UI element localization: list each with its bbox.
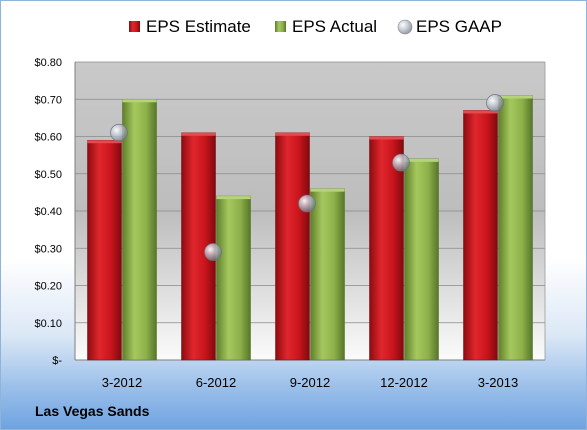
x-tick-label: 12-2012 — [380, 375, 428, 390]
eps-actual-bar-cap — [404, 158, 439, 162]
y-axis-ticks: $- $0.10 $0.20 $0.30 $0.40 $0.50 $0.60 $0.70 $0.… — [34, 57, 62, 367]
eps-actual-bar — [404, 158, 439, 361]
eps-actual-bar-cap — [310, 188, 345, 192]
legend-label-eps-actual: EPS Actual — [292, 17, 377, 36]
legend-label-eps-gaap: EPS GAAP — [416, 17, 502, 36]
x-tick-label: 3-2013 — [478, 375, 518, 390]
y-tick-label: $0.40 — [34, 206, 62, 218]
x-tick-label: 3-2012 — [102, 375, 142, 390]
eps-actual-bar-cap — [216, 196, 251, 200]
legend-swatch-eps-actual — [275, 21, 286, 32]
eps-estimate-bar-cap — [463, 110, 498, 114]
eps-estimate-bar — [87, 139, 122, 361]
eps-estimate-bar — [275, 132, 310, 361]
legend-label-eps-estimate: EPS Estimate — [146, 17, 251, 36]
y-tick-label: $0.30 — [34, 243, 62, 255]
eps-gaap-marker — [110, 123, 128, 142]
eps-estimate-bar — [369, 136, 404, 361]
y-tick-label: $0.80 — [34, 57, 62, 69]
eps-gaap-marker — [204, 243, 222, 261]
eps-estimate-bar-cap — [181, 132, 216, 136]
legend-item-eps-actual: EPS Actual — [275, 17, 377, 36]
legend: EPS Estimate EPS Actual EPS GAAP — [129, 17, 502, 36]
eps-estimate-bar-cap — [275, 132, 310, 136]
y-tick-label: $0.60 — [34, 132, 62, 144]
x-tick-label: 6-2012 — [196, 375, 236, 390]
legend-item-eps-gaap: EPS GAAP — [397, 17, 502, 36]
x-axis-ticks: 3-2012 6-2012 9-2012 12-2012 3-2013 — [102, 375, 518, 390]
legend-swatch-eps-estimate — [129, 21, 140, 32]
company-label: Las Vegas Sands — [35, 403, 150, 419]
eps-gaap-marker — [486, 94, 504, 112]
eps-gaap-marker — [298, 194, 316, 213]
eps-gaap-marker — [392, 153, 410, 172]
y-tick-label: $0.10 — [34, 318, 62, 330]
y-tick-label: $- — [52, 355, 62, 367]
y-tick-label: $0.70 — [34, 94, 62, 106]
eps-actual-bar-cap — [498, 95, 533, 99]
eps-actual-bar — [122, 99, 157, 361]
legend-item-eps-estimate: EPS Estimate — [129, 17, 251, 36]
legend-swatch-eps-gaap — [397, 19, 413, 35]
gaap-markers — [110, 94, 504, 261]
eps-estimate-bar-cap — [369, 136, 404, 140]
y-tick-label: $0.20 — [34, 281, 62, 293]
x-tick-label: 9-2012 — [290, 375, 330, 390]
eps-actual-bar-cap — [122, 99, 157, 103]
bars — [87, 95, 533, 361]
eps-estimate-bar — [463, 110, 498, 361]
eps-actual-bar — [310, 188, 345, 361]
y-tick-label: $0.50 — [34, 169, 62, 181]
eps-actual-bar — [498, 95, 533, 361]
eps-estimate-bar-cap — [87, 140, 122, 144]
eps-actual-bar — [216, 195, 251, 361]
